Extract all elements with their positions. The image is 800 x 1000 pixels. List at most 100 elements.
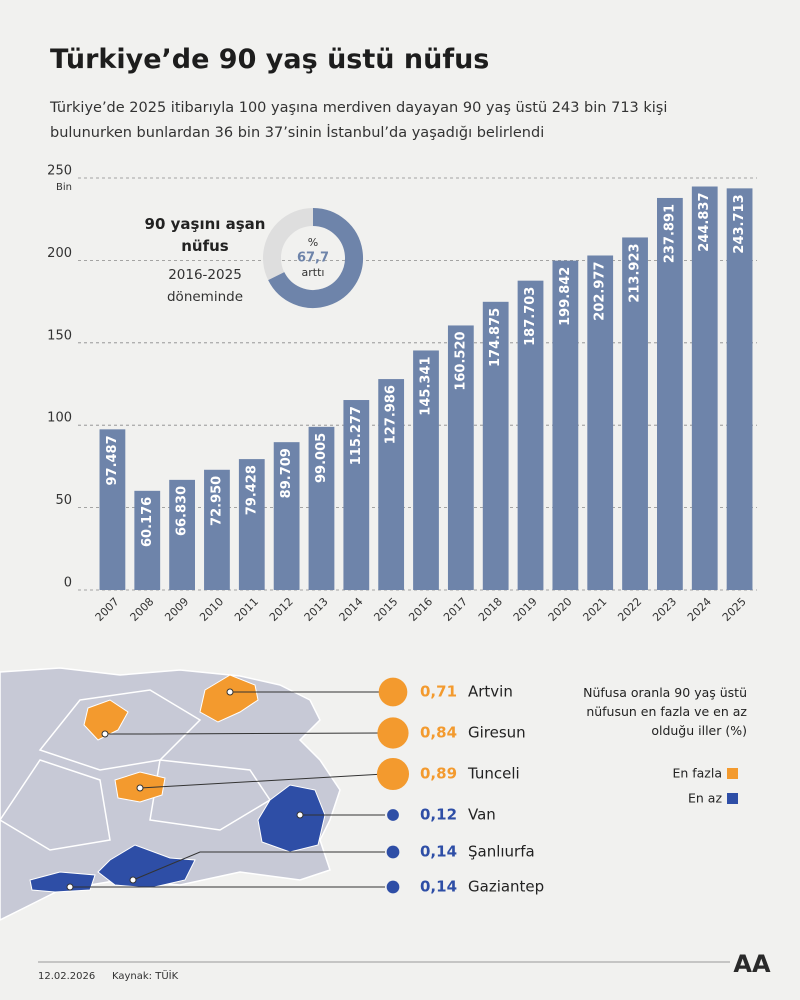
- value-label: 72.950: [209, 476, 224, 526]
- province-name: Gaziantep: [468, 878, 544, 896]
- bar: [169, 479, 195, 590]
- value-dot: [378, 677, 408, 707]
- value-label: 127.986: [384, 385, 399, 444]
- bar: [238, 459, 265, 590]
- value-dot: [386, 880, 400, 894]
- x-tick-label: 2007: [93, 595, 122, 624]
- x-tick-label: 2025: [720, 595, 749, 624]
- bar: [308, 426, 335, 590]
- value-label: 115.277: [349, 406, 364, 465]
- value-dot: [386, 845, 400, 859]
- value-label: 0,14: [420, 878, 457, 896]
- x-tick-label: 2024: [685, 595, 714, 624]
- x-tick-label: 2018: [476, 595, 505, 624]
- value-label: 97.487: [105, 435, 120, 485]
- value-label: 187.703: [523, 287, 538, 346]
- value-label: 174.875: [488, 308, 503, 367]
- value-label: 79.428: [244, 465, 259, 515]
- province-name: Tunceli: [467, 765, 520, 783]
- x-tick-label: 2019: [511, 595, 540, 624]
- bar: [413, 350, 439, 590]
- bar: [691, 186, 718, 591]
- y-tick-label: 0: [64, 576, 72, 591]
- value-label: 89.709: [279, 448, 294, 498]
- value-label: 202.977: [593, 261, 608, 320]
- donut-value: 67,7: [297, 251, 329, 266]
- donut-caption: arttı: [302, 266, 325, 279]
- value-label: 0,89: [420, 765, 457, 783]
- x-tick-label: 2020: [546, 595, 575, 624]
- donut-title: 90 yaşını aşan nüfus: [144, 215, 266, 255]
- subtitle: Türkiye’de 2025 itibarıyla 100 yaşına me…: [50, 100, 668, 141]
- province-name: Giresun: [468, 724, 526, 742]
- x-tick-label: 2011: [232, 595, 261, 624]
- value-label: 99.005: [314, 433, 329, 483]
- x-tick-label: 2022: [615, 595, 644, 624]
- value-dot: [387, 809, 399, 821]
- legend-swatch: [727, 793, 738, 804]
- province-name: Artvin: [468, 683, 513, 701]
- x-tick-label: 2012: [267, 595, 296, 624]
- value-label: 199.842: [558, 267, 573, 326]
- bar: [622, 237, 648, 590]
- legend-swatch: [727, 768, 738, 779]
- legend-title: Nüfusa oranla 90 yaş üstü nüfusun en faz…: [583, 685, 747, 738]
- donut-subtitle: 2016-2025 döneminde: [166, 267, 244, 305]
- bar: [587, 255, 614, 590]
- value-dot: [376, 757, 410, 791]
- footer-source: Kaynak: TÜİK: [112, 969, 179, 982]
- x-tick-label: 2023: [650, 595, 679, 624]
- title: Türkiye’de 90 yaş üstü nüfus: [50, 44, 490, 75]
- x-tick-label: 2014: [337, 595, 366, 624]
- x-tick-label: 2015: [371, 595, 400, 624]
- province-name: Şanlıurfa: [468, 843, 535, 861]
- x-tick-label: 2016: [406, 595, 435, 624]
- value-label: 60.176: [140, 497, 155, 547]
- x-tick-label: 2021: [580, 595, 609, 624]
- value-dot: [377, 717, 409, 749]
- y-tick-label: 250: [47, 164, 72, 179]
- value-label: 0,84: [420, 724, 457, 742]
- y-unit: Bin: [56, 182, 72, 193]
- bar: [273, 442, 300, 590]
- y-tick-label: 200: [47, 246, 72, 261]
- value-label: 0,12: [420, 806, 457, 824]
- x-tick-label: 2008: [128, 595, 157, 624]
- bar: [447, 325, 474, 590]
- bar: [657, 197, 683, 590]
- value-label: 243.713: [732, 194, 747, 253]
- bar: [204, 469, 230, 590]
- x-tick-label: 2013: [302, 595, 331, 624]
- donut-arc: [268, 208, 363, 308]
- bar: [99, 429, 126, 590]
- x-tick-label: 2017: [441, 595, 470, 624]
- value-label: 244.837: [697, 193, 712, 252]
- bar: [552, 260, 579, 590]
- map: [0, 667, 386, 921]
- value-label: 66.830: [175, 486, 190, 536]
- x-tick-label: 2010: [197, 595, 226, 624]
- bar: [726, 188, 753, 591]
- legend-label: En fazla: [672, 766, 722, 781]
- value-label: 213.923: [628, 243, 643, 302]
- y-tick-label: 150: [47, 328, 72, 343]
- bar: [517, 280, 544, 590]
- x-tick-label: 2009: [162, 595, 191, 624]
- logo: AA: [733, 950, 771, 978]
- value-label: 0,14: [420, 843, 457, 861]
- legend-label: En az: [688, 791, 722, 806]
- bar: [134, 490, 161, 590]
- bar: [482, 301, 509, 590]
- province-name: Van: [468, 806, 496, 824]
- bar: [343, 400, 370, 590]
- bar: [378, 379, 405, 590]
- footer-date: 12.02.2026: [38, 971, 95, 982]
- y-tick-label: 100: [47, 411, 72, 426]
- value-label: 237.891: [662, 204, 677, 263]
- y-tick-label: 50: [55, 493, 72, 508]
- donut-unit: %: [308, 236, 318, 249]
- value-label: 160.520: [453, 331, 468, 390]
- value-label: 0,71: [420, 683, 457, 701]
